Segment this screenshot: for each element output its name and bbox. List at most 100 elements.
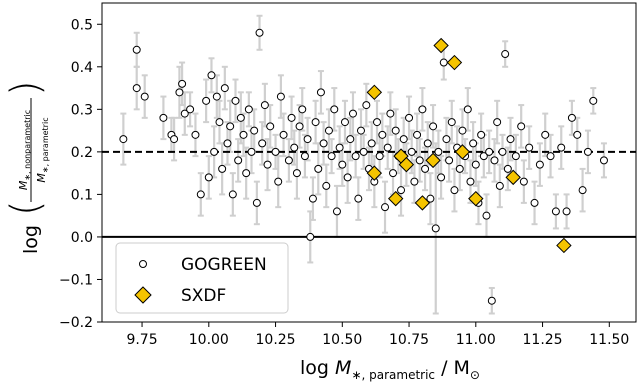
gogreen-point — [159, 113, 168, 122]
x-tick-label: 10.00 — [189, 332, 229, 348]
gogreen-point — [239, 130, 248, 139]
gogreen-point — [330, 105, 339, 114]
gogreen-point — [132, 45, 141, 54]
gogreen-point — [242, 169, 251, 178]
y-tick-layer: −0.2 −0.1 0.0 0.1 0.2 0.3 0.4 0.5 — [59, 17, 102, 331]
gogreen-point — [274, 177, 283, 186]
x-axis-title-unit: / M — [435, 357, 470, 379]
sxdf-point — [505, 169, 521, 186]
y-tick-label: 0.1 — [71, 187, 93, 203]
x-axis-title-sun: ⊙ — [470, 368, 480, 382]
gogreen-point — [359, 147, 368, 156]
gogreen-point — [429, 122, 438, 131]
gogreen-point — [311, 118, 320, 127]
gogreen-point — [260, 101, 269, 110]
gogreen-point — [367, 139, 376, 148]
gogreen-point — [132, 84, 141, 93]
y-axis-title-open-paren: ( — [3, 200, 49, 216]
gogreen-point — [501, 50, 510, 59]
x-tick-label: 11.50 — [589, 332, 629, 348]
gogreen-point — [589, 96, 598, 105]
y-tick-label: 0.5 — [71, 17, 93, 33]
gogreen-point — [343, 173, 352, 182]
gogreen-point — [354, 194, 363, 203]
gogreen-point — [530, 198, 539, 207]
gogreen-point — [434, 147, 443, 156]
gogreen-point — [231, 96, 240, 105]
gogreen-point — [266, 122, 275, 131]
sxdf-point — [468, 190, 484, 207]
gogreen-point — [495, 181, 504, 190]
gogreen-point — [252, 198, 261, 207]
gogreen-point — [362, 101, 371, 110]
gogreen-point — [506, 135, 515, 144]
gogreen-point — [391, 126, 400, 135]
gogreen-point — [413, 130, 422, 139]
gogreen-point — [308, 194, 317, 203]
gogreen-point — [279, 130, 288, 139]
y-axis-title-denominator: M∗, parametric — [35, 117, 50, 182]
gogreen-point — [236, 113, 245, 122]
gogreen-point — [178, 79, 187, 88]
sxdf-point — [366, 165, 383, 181]
y-tick-label: 0.4 — [71, 60, 93, 76]
gogreen-point — [287, 113, 296, 122]
sxdf-point — [454, 144, 471, 160]
x-axis-title: log M∗, parametric / M⊙ — [300, 357, 480, 382]
x-tick-label: 9.75 — [126, 332, 157, 348]
x-tick-label: 10.75 — [389, 332, 429, 348]
gogreen-point — [247, 147, 256, 156]
gogreen-point — [378, 130, 387, 139]
gogreen-point — [479, 152, 488, 161]
gogreen-point — [191, 130, 200, 139]
y-axis-title-close-paren: ) — [3, 80, 49, 96]
gogreen-point — [562, 207, 571, 216]
gogreen-point — [389, 169, 398, 178]
gogreen-point — [471, 160, 480, 169]
gogreen-point — [202, 96, 211, 105]
gogreen-point — [351, 152, 360, 161]
legend-label-gogreen: GOGREEN — [181, 255, 267, 275]
gogreen-point — [316, 88, 325, 97]
gogreen-point — [546, 152, 555, 161]
gogreen-point — [303, 135, 312, 144]
x-tick-label: 10.25 — [256, 332, 296, 348]
gogreen-point — [439, 58, 448, 67]
gogreen-point — [186, 105, 195, 114]
gogreen-point — [431, 224, 440, 233]
legend-box — [115, 242, 289, 314]
x-axis-title-m: M — [335, 357, 351, 379]
gogreen-point — [220, 84, 229, 93]
gogreen-point — [335, 143, 344, 152]
gogreen-point — [175, 88, 184, 97]
gogreen-point — [386, 109, 395, 118]
marker-layer — [119, 28, 608, 305]
sxdf-point — [387, 190, 404, 207]
gogreen-point — [234, 156, 243, 165]
gogreen-point — [373, 118, 382, 127]
x-tick-label: 10.50 — [322, 332, 362, 348]
gogreen-point — [284, 156, 293, 165]
sxdf-point — [446, 54, 463, 71]
gogreen-point — [204, 173, 213, 182]
gogreen-point — [340, 118, 349, 127]
x-tick-layer: 9.75 10.00 10.25 10.50 10.75 11.00 11.25 11.50 — [126, 322, 629, 348]
gogreen-point — [338, 160, 347, 169]
gogreen-point — [493, 118, 502, 127]
y-tick-label: 0.3 — [71, 102, 93, 118]
gogreen-point — [215, 118, 224, 127]
y-tick-label: 0.0 — [71, 230, 93, 246]
gogreen-point — [292, 169, 301, 178]
gogreen-point — [535, 160, 544, 169]
gogreen-point — [290, 143, 299, 152]
gogreen-point — [573, 130, 582, 139]
gogreen-point — [314, 164, 323, 173]
gogreen-point — [271, 147, 280, 156]
y-tick-label: −0.1 — [59, 272, 93, 288]
gogreen-point — [383, 143, 392, 152]
gogreen-point — [485, 147, 494, 156]
gogreen-point — [327, 152, 336, 161]
gogreen-point — [469, 139, 478, 148]
y-axis-title: log ( M∗, nonparametric M∗, parametric ) — [3, 80, 50, 254]
